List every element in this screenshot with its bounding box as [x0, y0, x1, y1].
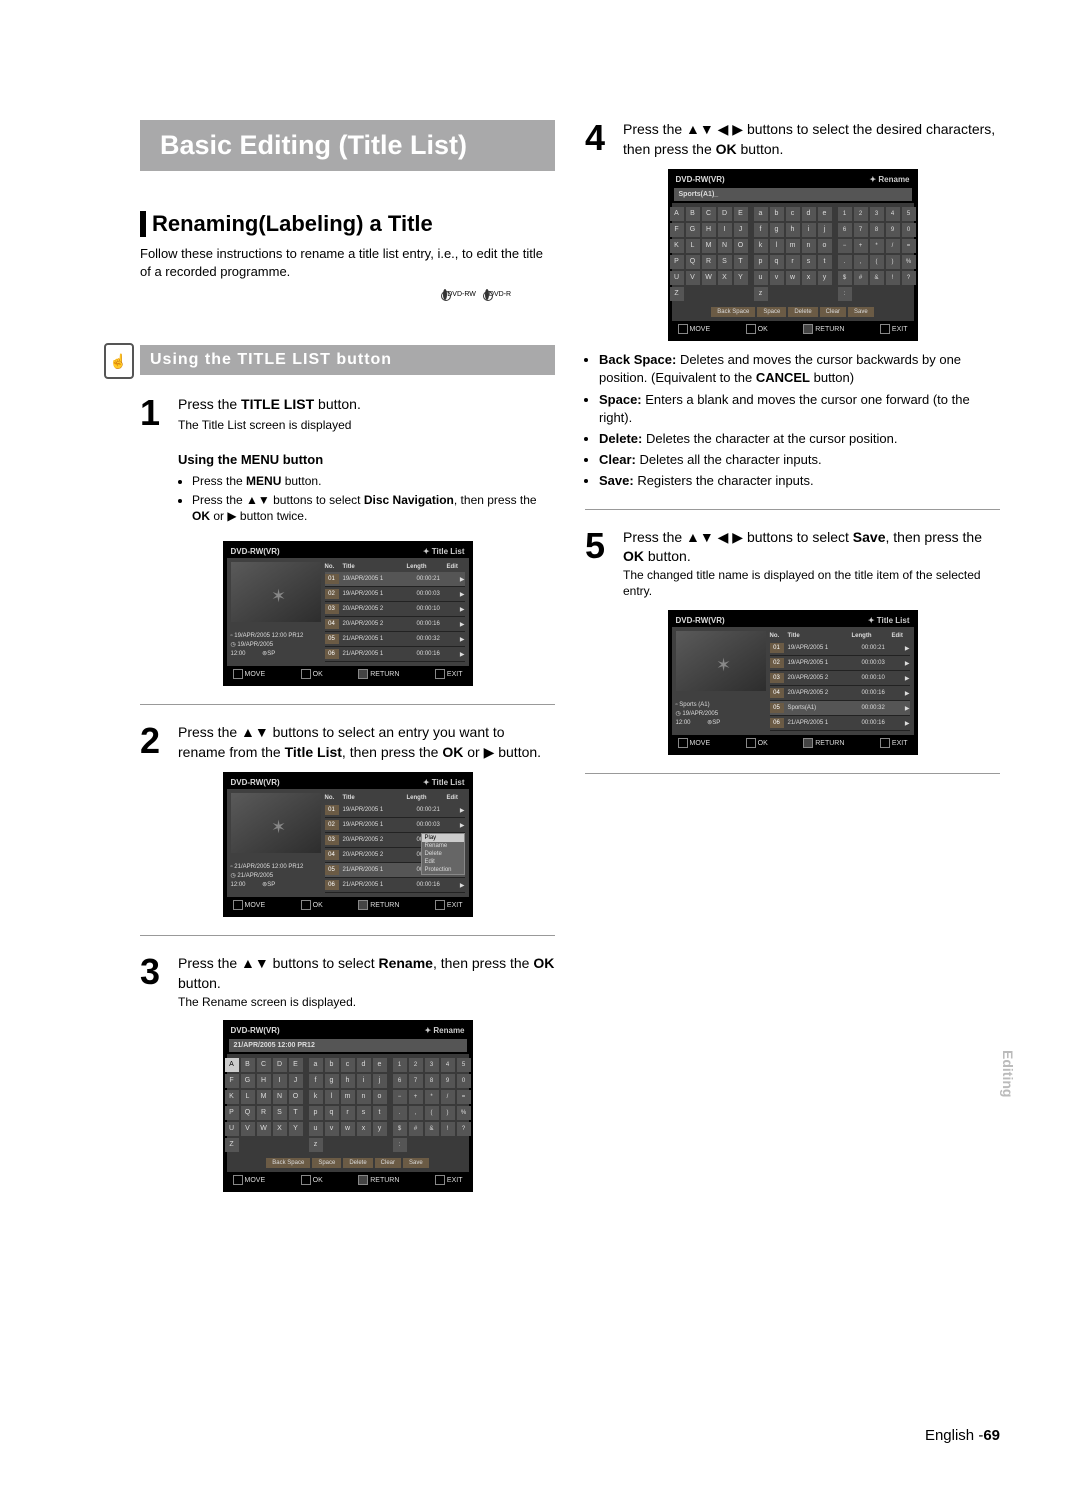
main-title: Basic Editing (Title List)	[140, 120, 555, 171]
step-1: 1 Press the TITLE LIST button. The Title…	[140, 395, 555, 531]
screenshot-rename-1: DVD-RW(VR)✦ Rename 21/APR/2005 12:00 PR1…	[223, 1020, 473, 1192]
step-num-4: 4	[585, 120, 615, 159]
section-header: Renaming(Labeling) a Title	[140, 211, 555, 237]
step-3: 3 Press the ▲▼ buttons to select Rename,…	[140, 954, 555, 1010]
step1-bullets: Press the MENU button.Press the ▲▼ butto…	[178, 473, 555, 525]
side-tab: Editing	[1000, 1050, 1016, 1097]
step3-body: Press the ▲▼ buttons to select Rename, t…	[178, 954, 555, 993]
step-4: 4 Press the ▲▼ ◀ ▶ buttons to select the…	[585, 120, 1000, 159]
disc-icon-r: DVD-R	[481, 291, 515, 335]
step-num-3: 3	[140, 954, 170, 1010]
step2-body: Press the ▲▼ buttons to select an entry …	[178, 723, 555, 762]
disc-icon-rw: DVD-RW	[443, 291, 477, 335]
keyboard-functions: Back Space: Deletes and moves the cursor…	[585, 351, 1000, 490]
step4-body: Press the ▲▼ ◀ ▶ buttons to select the d…	[623, 120, 1000, 159]
page-footer: English -69	[925, 1427, 1000, 1444]
disc-icons: DVD-RW DVD-R	[140, 291, 515, 335]
step-num-5: 5	[585, 528, 615, 601]
step-5: 5 Press the ▲▼ ◀ ▶ buttons to select Sav…	[585, 528, 1000, 601]
step-num-1: 1	[140, 395, 170, 531]
screenshot-title-list-1: DVD-RW(VR)✦ Title List ▫ 19/APR/2005 12:…	[223, 541, 473, 686]
screenshot-rename-2: DVD-RW(VR)✦ Rename Sports(A1)_ ABCDEFGHI…	[668, 169, 918, 341]
section-intro: Follow these instructions to rename a ti…	[140, 245, 555, 281]
step-num-2: 2	[140, 723, 170, 762]
step5-body: Press the ▲▼ ◀ ▶ buttons to select Save,…	[623, 528, 1000, 567]
step1-sub: Using the MENU button	[178, 451, 555, 469]
subheader: ☝ Using the TITLE LIST button	[140, 345, 555, 375]
screenshot-title-list-2: DVD-RW(VR)✦ Title List ▫ 21/APR/2005 12:…	[223, 772, 473, 917]
section-title: Renaming(Labeling) a Title	[152, 211, 433, 237]
step-2: 2 Press the ▲▼ buttons to select an entr…	[140, 723, 555, 762]
hand-icon: ☝	[104, 343, 134, 379]
screenshot-title-list-3: DVD-RW(VR)✦ Title List ▫ Sports (A1) ◷ 1…	[668, 610, 918, 755]
